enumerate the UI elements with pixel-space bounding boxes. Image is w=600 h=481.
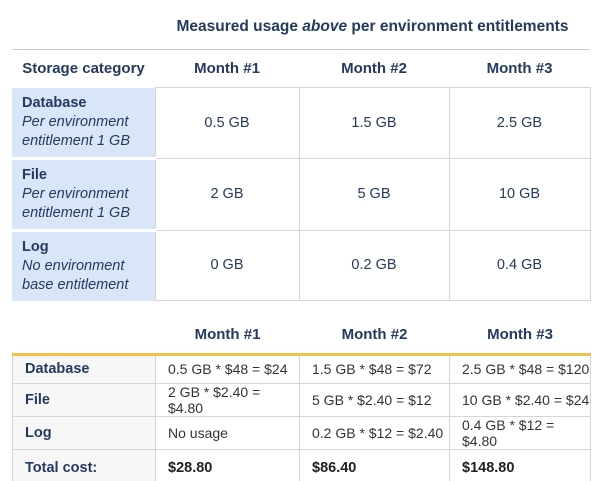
- usage-value: 2 GB: [154, 157, 300, 231]
- cost-value: 2 GB * $2.40 = $4.80: [155, 382, 300, 417]
- cost-header-blank: [12, 316, 156, 356]
- usage-value: 1.5 GB: [298, 87, 450, 159]
- category-note: Per environment entitlement 1 GB: [22, 185, 130, 221]
- usage-header-row: Storage category Month #1 Month #2 Month…: [12, 49, 590, 88]
- usage-value: 0.2 GB: [298, 229, 450, 301]
- usage-value: 2.5 GB: [448, 87, 591, 159]
- usage-category-cell-database: Database Per environment entitlement 1 G…: [12, 87, 155, 160]
- cost-value: 5 GB * $2.40 = $12: [299, 382, 450, 417]
- cost-row-label: Log: [12, 415, 156, 450]
- title-prefix: Measured usage: [176, 18, 303, 35]
- table-row-log-cost: Log No usage 0.2 GB * $12 = $2.40 0.4 GB…: [12, 415, 591, 450]
- total-cost-value: $28.80: [155, 448, 300, 481]
- usage-header-month-3: Month #3: [449, 49, 590, 88]
- usage-header-month-1: Month #1: [155, 49, 299, 88]
- cost-header-month-2: Month #2: [299, 316, 450, 356]
- cost-row-label: File: [12, 382, 156, 417]
- cost-value: 0.2 GB * $12 = $2.40: [299, 415, 450, 450]
- table-row-file: File Per environment entitlement 1 GB 2 …: [12, 157, 591, 232]
- usage-value: 0 GB: [154, 229, 300, 301]
- usage-category-cell-file: File Per environment entitlement 1 GB: [12, 158, 155, 232]
- cost-value: 0.5 GB * $48 = $24: [155, 353, 300, 384]
- cost-value: 2.5 GB * $48 = $120: [449, 353, 591, 384]
- title-italic-word: above: [302, 18, 348, 35]
- cost-header-month-3: Month #3: [449, 316, 591, 356]
- usage-value: 0.4 GB: [448, 229, 591, 301]
- usage-value: 10 GB: [448, 157, 591, 231]
- cost-value: 1.5 GB * $48 = $72: [299, 353, 450, 384]
- cost-table: Month #1 Month #2 Month #3 Database 0.5 …: [12, 316, 591, 481]
- title-suffix: per environment entitlements: [347, 18, 569, 35]
- category-note: No environment base entitlement: [22, 257, 129, 293]
- cost-header-month-1: Month #1: [155, 316, 300, 356]
- table-row-database-cost: Database 0.5 GB * $48 = $24 1.5 GB * $48…: [12, 353, 591, 384]
- usage-header-month-2: Month #2: [299, 49, 449, 88]
- usage-header-storage-category: Storage category: [12, 49, 155, 88]
- cost-value: 10 GB * $2.40 = $24: [449, 382, 591, 417]
- usage-value: 0.5 GB: [154, 87, 300, 159]
- category-name: Log: [22, 238, 49, 255]
- total-cost-value: $148.80: [449, 448, 591, 481]
- usage-value: 5 GB: [298, 157, 450, 231]
- page-title: Measured usage above per environment ent…: [155, 16, 590, 49]
- cost-header-row: Month #1 Month #2 Month #3: [12, 316, 591, 356]
- total-cost-label: Total cost:: [12, 448, 156, 481]
- table-row-total-cost: Total cost: $28.80 $86.40 $148.80: [12, 448, 591, 481]
- usage-table: Storage category Month #1 Month #2 Month…: [12, 49, 591, 301]
- total-cost-value: $86.40: [299, 448, 450, 481]
- cost-value: No usage: [155, 415, 300, 450]
- category-name: File: [22, 166, 47, 183]
- category-note: Per environment entitlement 1 GB: [22, 113, 130, 149]
- table-row-file-cost: File 2 GB * $2.40 = $4.80 5 GB * $2.40 =…: [12, 382, 591, 417]
- category-name: Database: [22, 94, 87, 111]
- cost-value: 0.4 GB * $12 = $4.80: [449, 415, 591, 450]
- cost-row-label: Database: [12, 353, 156, 384]
- table-row-database: Database Per environment entitlement 1 G…: [12, 87, 591, 160]
- usage-category-cell-log: Log No environment base entitlement: [12, 230, 155, 301]
- table-row-log: Log No environment base entitlement 0 GB…: [12, 229, 591, 301]
